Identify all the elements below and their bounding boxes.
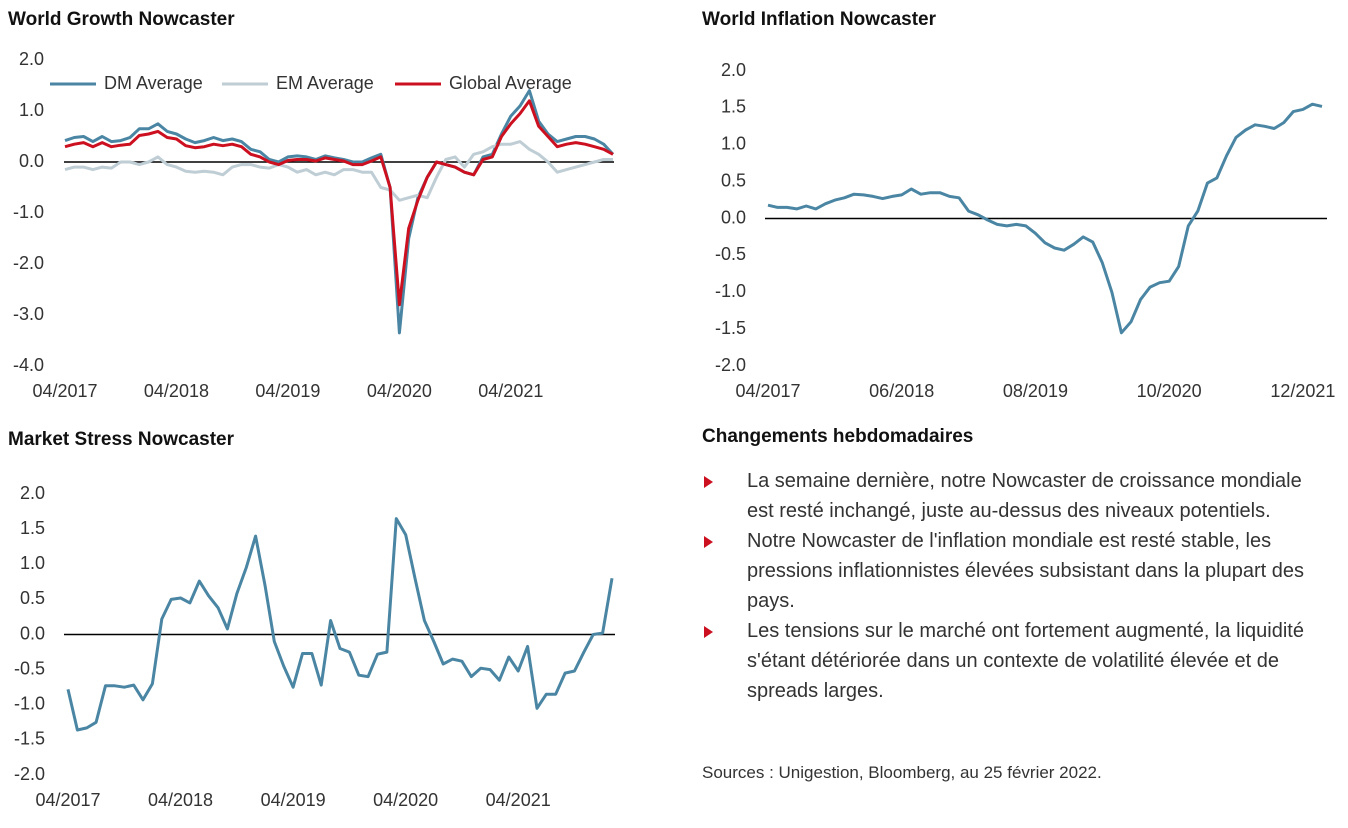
y-tick-label: -4.0 [13, 355, 44, 375]
x-tick-label: 08/2019 [1003, 381, 1068, 401]
x-tick-label: 04/2020 [367, 381, 432, 401]
chart-title: Market Stress Nowcaster [8, 429, 235, 450]
x-tick-label: 04/2018 [148, 790, 213, 810]
bullet-list: La semaine dernière, notre Nowcaster de … [702, 466, 1342, 706]
chart-title: World Inflation Nowcaster [702, 9, 937, 30]
y-tick-label: 0.5 [721, 170, 746, 190]
y-tick-label: -0.5 [14, 658, 45, 678]
y-tick-label: 1.0 [721, 134, 746, 154]
y-tick-label: 2.0 [19, 49, 44, 69]
y-tick-label: 0.0 [721, 207, 746, 227]
x-tick-label: 04/2018 [144, 381, 209, 401]
y-tick-label: -0.5 [715, 244, 746, 264]
bullet: La semaine dernière, notre Nowcaster de … [702, 466, 1332, 526]
x-tick-label: 04/2019 [261, 790, 326, 810]
y-tick-label: -1.5 [14, 729, 45, 749]
y-tick-label: -1.0 [14, 694, 45, 714]
y-tick-label: 2.0 [721, 60, 746, 80]
y-tick-label: -2.0 [13, 253, 44, 273]
legend-label: EM Average [276, 73, 374, 93]
y-tick-label: 1.5 [721, 97, 746, 117]
x-tick-label: 04/2021 [478, 381, 543, 401]
x-tick-label: 04/2017 [32, 381, 97, 401]
x-tick-label: 04/2020 [373, 790, 438, 810]
y-tick-label: -1.0 [13, 202, 44, 222]
x-tick-label: 04/2021 [486, 790, 551, 810]
data-line [64, 140, 613, 202]
x-tick-label: 04/2017 [35, 790, 100, 810]
bullet: Notre Nowcaster de l'inflation mondiale … [702, 526, 1332, 616]
y-tick-label: -3.0 [13, 304, 44, 324]
data-line [767, 102, 1323, 335]
y-tick-label: 0.0 [19, 151, 44, 171]
data-line [66, 517, 614, 732]
y-tick-label: 1.0 [19, 100, 44, 120]
y-tick-label: -1.0 [715, 281, 746, 301]
y-tick-label: 1.5 [20, 518, 45, 538]
y-tick-label: 0.5 [20, 588, 45, 608]
y-tick-label: -2.0 [14, 764, 45, 784]
bullet: Les tensions sur le marché ont fortement… [702, 616, 1332, 706]
x-tick-label: 12/2021 [1270, 381, 1335, 401]
commentary: Changements hebdomadaires La semaine der… [702, 426, 1342, 782]
y-tick-label: -2.0 [715, 355, 746, 375]
x-tick-label: 04/2017 [735, 381, 800, 401]
x-tick-label: 06/2018 [869, 381, 934, 401]
y-tick-label: 0.0 [20, 623, 45, 643]
y-tick-label: 2.0 [20, 483, 45, 503]
x-tick-label: 10/2020 [1137, 381, 1202, 401]
commentary-title: Changements hebdomadaires [702, 426, 974, 447]
chart-title: World Growth Nowcaster [8, 9, 235, 30]
legend-label: DM Average [104, 73, 203, 93]
legend-label: Global Average [449, 73, 572, 93]
data-line [64, 89, 615, 335]
source-note: Sources : Unigestion, Bloomberg, au 25 f… [702, 763, 1102, 782]
x-tick-label: 04/2019 [255, 381, 320, 401]
y-tick-label: -1.5 [715, 318, 746, 338]
y-tick-label: 1.0 [20, 553, 45, 573]
data-line [64, 99, 614, 307]
